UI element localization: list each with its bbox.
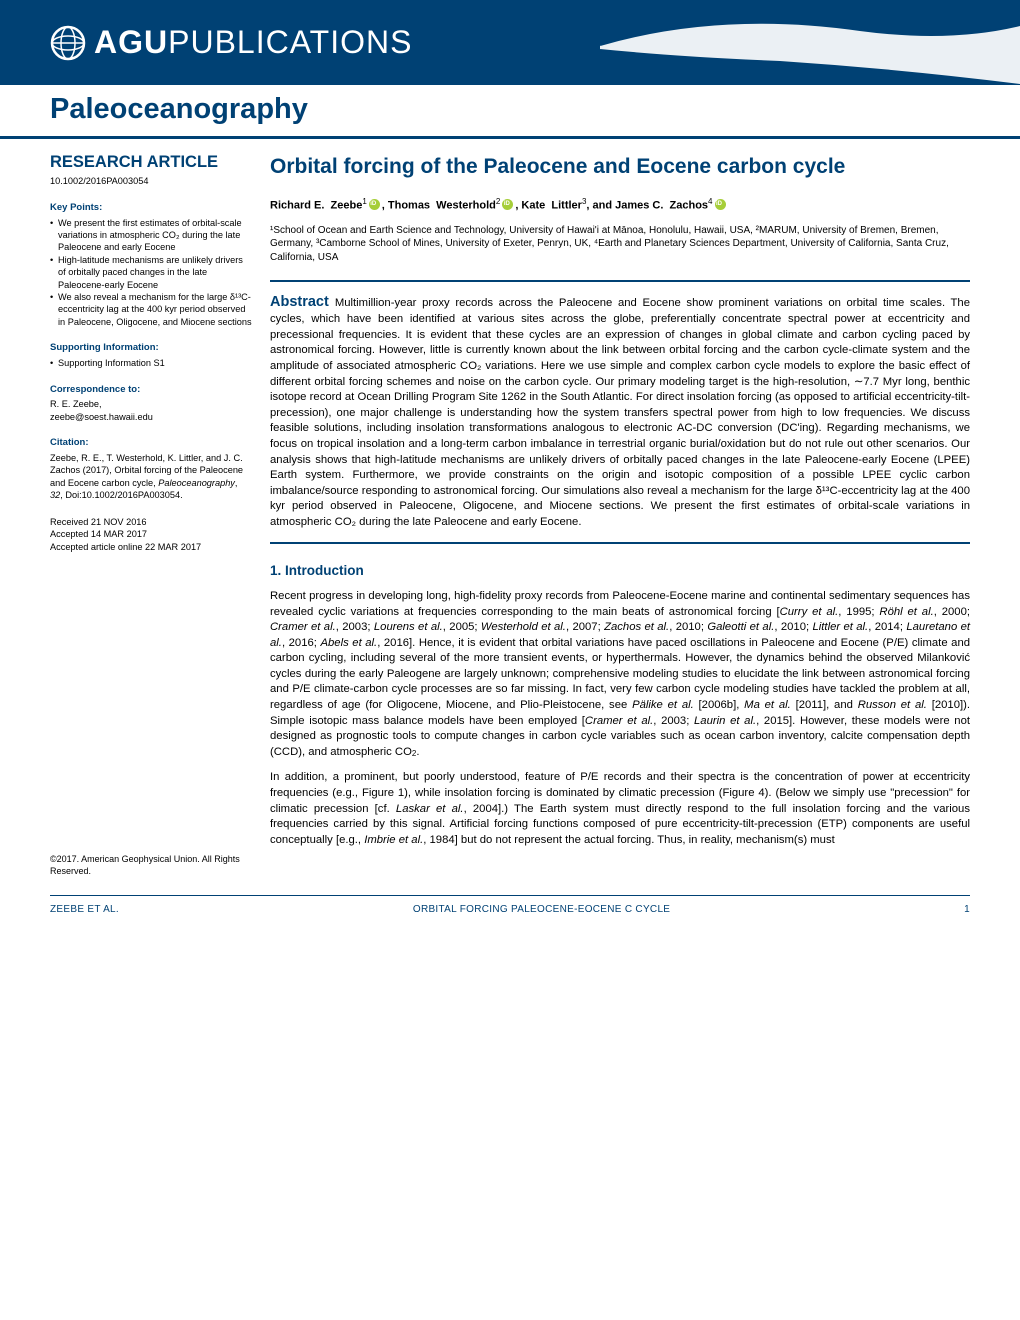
correspondence-email[interactable]: zeebe@soest.hawaii.edu: [50, 411, 252, 423]
banner-swoosh: [600, 0, 1020, 85]
keypoint-item: High-latitude mechanisms are unlikely dr…: [50, 254, 252, 291]
supporting-head: Supporting Information:: [50, 342, 252, 355]
keypoints-head: Key Points:: [50, 202, 252, 215]
keypoint-item: We present the first estimates of orbita…: [50, 217, 252, 254]
orcid-icon[interactable]: [715, 199, 726, 210]
footer-page-number: 1: [964, 904, 970, 915]
footer-authors: ZEEBE ET AL.: [50, 904, 119, 915]
affiliations: ¹School of Ocean and Earth Science and T…: [270, 224, 970, 265]
correspondence-name: R. E. Zeebe,: [50, 398, 252, 410]
article-title: Orbital forcing of the Paleocene and Eoc…: [270, 153, 970, 182]
keypoint-item: We also reveal a mechanism for the large…: [50, 291, 252, 328]
correspondence-head: Correspondence to:: [50, 384, 252, 397]
supporting-list: Supporting Information S1: [50, 357, 252, 369]
copyright: ©2017. American Geophysical Union. All R…: [50, 853, 252, 877]
citation-head: Citation:: [50, 437, 252, 450]
abstract-label: Abstract: [270, 294, 329, 310]
body-paragraph: In addition, a prominent, but poorly und…: [270, 770, 970, 848]
authors-line: Richard E. Zeebe1, Thomas Westerhold2, K…: [270, 196, 970, 214]
section-1-title: 1. Introduction: [270, 562, 970, 581]
date-online: Accepted article online 22 MAR 2017: [50, 541, 252, 553]
body-paragraph: Recent progress in developing long, high…: [270, 589, 970, 760]
supporting-item[interactable]: Supporting Information S1: [50, 357, 252, 369]
agu-globe-icon: [50, 25, 86, 61]
orcid-icon[interactable]: [369, 199, 380, 210]
sidebar: RESEARCH ARTICLE 10.1002/2016PA003054 Ke…: [50, 151, 252, 877]
publisher-name-bold: AGU: [94, 24, 168, 60]
agu-logo: AGUPUBLICATIONS: [50, 24, 412, 61]
doi: 10.1002/2016PA003054: [50, 175, 252, 187]
abstract-block: AbstractMultimillion-year proxy records …: [270, 280, 970, 544]
publisher-banner: AGUPUBLICATIONS: [0, 0, 1020, 85]
page-footer: ZEEBE ET AL. ORBITAL FORCING PALEOCENE-E…: [50, 895, 970, 945]
journal-name: Paleoceanography: [50, 93, 970, 126]
footer-running-title: ORBITAL FORCING PALEOCENE-EOCENE C CYCLE: [413, 904, 670, 915]
abstract-text: Multimillion-year proxy records across t…: [270, 297, 970, 528]
date-received: Received 21 NOV 2016: [50, 516, 252, 528]
citation-text: Zeebe, R. E., T. Westerhold, K. Littler,…: [50, 452, 252, 502]
orcid-icon[interactable]: [502, 199, 513, 210]
main-content: Orbital forcing of the Paleocene and Eoc…: [270, 151, 970, 877]
keypoints-list: We present the first estimates of orbita…: [50, 217, 252, 329]
journal-title-bar: Paleoceanography: [0, 85, 1020, 139]
article-type: RESEARCH ARTICLE: [50, 151, 252, 173]
publisher-name-light: PUBLICATIONS: [168, 24, 412, 60]
date-accepted: Accepted 14 MAR 2017: [50, 528, 252, 540]
